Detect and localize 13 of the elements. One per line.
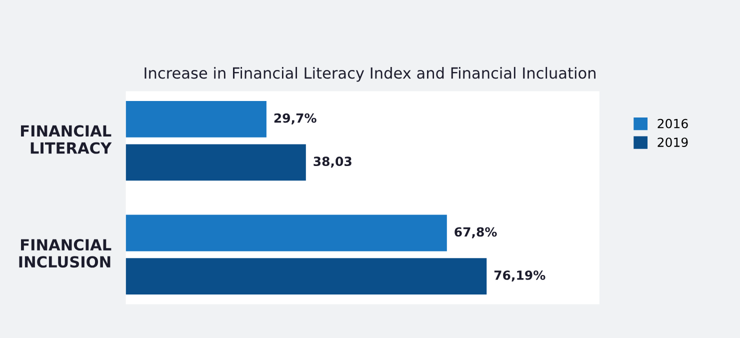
legend-label: 2019 — [658, 138, 688, 148]
data-label: 76,19% — [494, 270, 546, 282]
data-label: 38,03 — [314, 156, 352, 168]
legend-label: 2016 — [658, 118, 688, 128]
bar — [126, 144, 306, 181]
data-label: 67,8% — [454, 227, 497, 238]
y-tick-label: FINANCIAL INCLUSION — [19, 238, 112, 268]
bar — [126, 100, 266, 138]
bar — [126, 258, 487, 295]
y-tick-label: FINANCIAL LITERACY — [21, 125, 112, 154]
bar — [126, 214, 447, 252]
chart-title: Increase in Financial Literacy Index and Financial Incluation — [144, 66, 596, 82]
data-label: 29,7% — [274, 113, 316, 124]
